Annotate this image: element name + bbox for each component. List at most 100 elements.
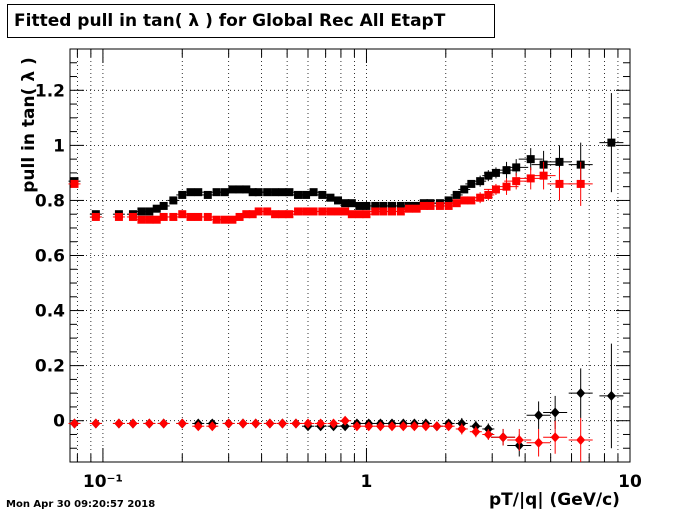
data-point-square: [263, 188, 272, 197]
data-point-square: [302, 190, 311, 199]
data-point-square: [419, 201, 428, 210]
data-point-diamond: [432, 421, 442, 432]
data-point-diamond: [316, 418, 326, 429]
data-point-square: [435, 201, 444, 210]
data-point-square: [347, 210, 356, 219]
data-point-square: [371, 201, 380, 210]
data-point-square: [242, 210, 251, 219]
data-point-square: [285, 210, 294, 219]
data-point-square: [396, 201, 405, 210]
data-point-square: [137, 207, 146, 216]
data-point-diamond: [421, 421, 431, 432]
data-point-square: [169, 196, 178, 205]
y-axis-label: pull in tan( λ ): [19, 57, 39, 193]
data-point-diamond: [224, 418, 234, 429]
y-tick-label: 1: [53, 136, 65, 156]
data-point-diamond: [606, 390, 616, 401]
data-point-square: [242, 185, 251, 194]
data-point-square: [512, 177, 521, 186]
chart-title: Fitted pull in tan( λ ) for Global Rec A…: [14, 11, 446, 31]
data-point-square: [326, 207, 335, 216]
data-point-diamond: [398, 421, 408, 432]
data-point-square: [484, 171, 493, 180]
data-point-square: [491, 185, 500, 194]
data-point-square: [294, 207, 303, 216]
data-point-square: [145, 215, 154, 224]
data-point-square: [278, 210, 287, 219]
data-point-square: [309, 207, 318, 216]
data-point-diamond: [483, 429, 493, 440]
data-point-square: [452, 190, 461, 199]
data-point-diamond: [576, 388, 586, 399]
data-point-square: [555, 157, 564, 166]
data-point-diamond: [251, 418, 261, 429]
y-tick-label: 0.8: [35, 191, 65, 211]
data-point-square: [388, 207, 397, 216]
data-point-diamond: [550, 432, 560, 443]
data-point-diamond: [114, 418, 124, 429]
data-point-square: [388, 201, 397, 210]
data-point-square: [476, 177, 485, 186]
data-point-square: [294, 190, 303, 199]
data-point-square: [341, 199, 350, 208]
x-axis-label: pT/|q| (GeV/c): [489, 490, 620, 510]
data-point-square: [371, 207, 380, 216]
data-point-square: [194, 188, 203, 197]
data-point-square: [502, 166, 511, 175]
data-point-diamond: [277, 418, 287, 429]
x-tick-label: 10⁻¹: [83, 472, 123, 492]
data-point-diamond: [193, 421, 203, 432]
data-point-diamond: [291, 418, 301, 429]
data-point-diamond: [340, 415, 350, 426]
data-point-square: [178, 210, 187, 219]
data-point-square: [460, 196, 469, 205]
data-point-square: [334, 196, 343, 205]
data-point-diamond: [514, 434, 524, 445]
data-point-square: [444, 196, 453, 205]
data-point-square: [526, 155, 535, 164]
y-tick-label: 0: [53, 412, 65, 432]
data-point-diamond: [375, 421, 385, 432]
data-point-square: [248, 210, 257, 219]
data-point-square: [169, 212, 178, 221]
data-point-diamond: [457, 423, 467, 434]
data-point-square: [396, 207, 405, 216]
y-tick-label: 1.2: [35, 81, 65, 101]
data-point-square: [212, 215, 221, 224]
data-point-square: [145, 207, 154, 216]
data-point-square: [309, 188, 318, 197]
data-point-square: [539, 171, 548, 180]
data-point-diamond: [444, 421, 454, 432]
data-point-square: [318, 190, 327, 199]
data-point-square: [302, 207, 311, 216]
data-point-diamond: [159, 418, 169, 429]
data-point-diamond: [576, 434, 586, 445]
data-point-square: [152, 204, 161, 213]
data-point-square: [91, 212, 100, 221]
data-point-square: [467, 179, 476, 188]
data-point-square: [502, 182, 511, 191]
data-point-square: [271, 188, 280, 197]
data-point-diamond: [91, 418, 101, 429]
data-point-square: [426, 201, 435, 210]
data-point-diamond: [498, 432, 508, 443]
data-point-square: [186, 188, 195, 197]
timestamp: Mon Apr 30 09:20:57 2018: [6, 499, 156, 510]
y-tick-label: 0.2: [35, 357, 65, 377]
data-point-diamond: [128, 418, 138, 429]
data-point-square: [491, 168, 500, 177]
x-tick-label: 1: [361, 472, 373, 492]
data-point-square: [362, 210, 371, 219]
data-point-diamond: [329, 418, 339, 429]
data-point-diamond: [409, 421, 419, 432]
data-point-diamond: [238, 418, 248, 429]
data-point-square: [460, 185, 469, 194]
data-point-square: [70, 179, 79, 188]
data-point-square: [512, 163, 521, 172]
data-point-square: [137, 215, 146, 224]
data-point-square: [228, 215, 237, 224]
data-point-diamond: [265, 418, 275, 429]
data-point-square: [379, 201, 388, 210]
data-point-square: [128, 212, 137, 221]
